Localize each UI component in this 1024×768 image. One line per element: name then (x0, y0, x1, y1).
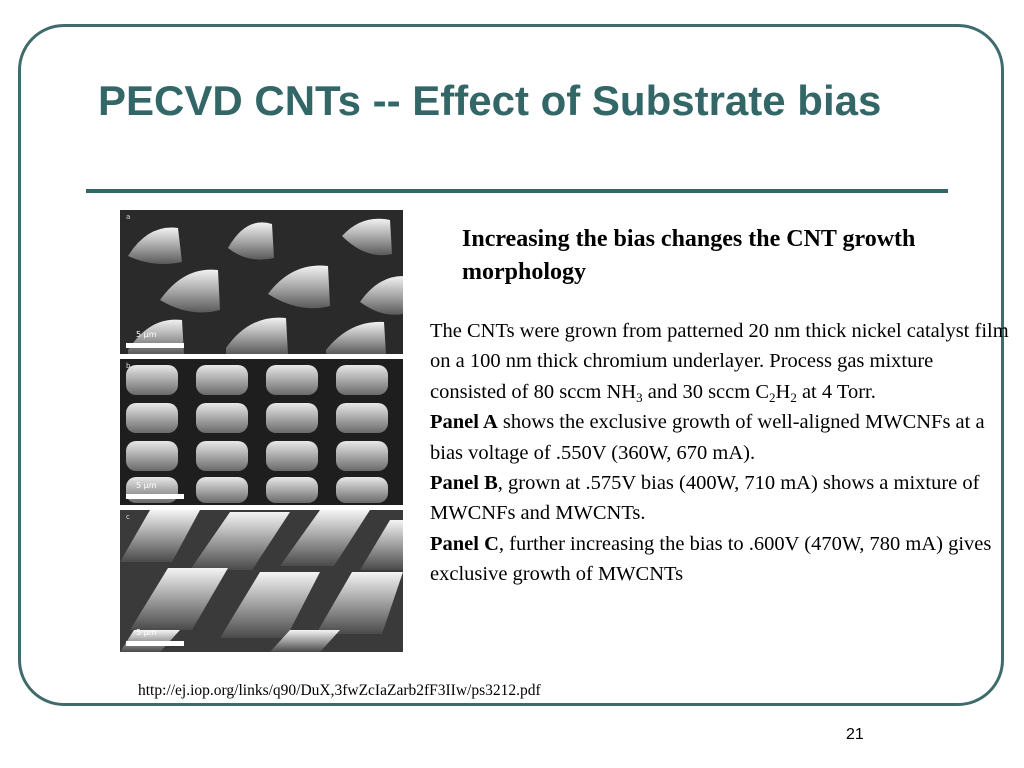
sem-panel-b-image (120, 359, 403, 505)
panel-b-label: Panel B (430, 472, 498, 495)
process-text: and 30 sccm C (642, 380, 770, 403)
panel-a-text: shows the exclusive growth of well-align… (430, 411, 985, 464)
slide-title: PECVD CNTs -- Effect of Substrate bias (98, 77, 882, 124)
scale-bar-line (126, 494, 184, 499)
subscript: 3 (636, 389, 643, 405)
scale-bar-line (126, 641, 184, 646)
scale-bar-label: 5 µm (136, 330, 157, 339)
panel-c-paragraph: Panel C, further increasing the bias to … (430, 529, 1010, 590)
title-divider (86, 189, 948, 193)
panel-c-label: Panel C (430, 532, 499, 555)
scale-bar-line (126, 343, 184, 348)
slide-frame (18, 24, 1004, 706)
subscript: 2 (769, 389, 776, 405)
panel-letter: c (126, 513, 130, 521)
scale-bar: 5 µm (126, 628, 184, 646)
sem-panel-a: a 5 µm (120, 210, 403, 354)
source-link[interactable]: http://ej.iop.org/links/q90/DuX,3fwZcIaZ… (138, 682, 541, 699)
scale-bar-label: 5 µm (136, 481, 157, 490)
scale-bar: 5 µm (126, 330, 184, 348)
process-text: H (775, 380, 791, 403)
panel-c-text: , further increasing the bias to .600V (… (430, 532, 992, 586)
sem-panel-c: c 5 µm (120, 510, 403, 652)
panel-a-label: Panel A (430, 411, 498, 434)
slide-headline: Increasing the bias changes the CNT grow… (462, 226, 916, 285)
process-text: at 4 Torr. (796, 380, 876, 403)
subscript: 2 (790, 389, 797, 405)
process-text: The CNTs were grown from patterned 20 nm… (430, 320, 1009, 403)
panel-b-paragraph: Panel B, grown at .575V bias (400W, 710 … (430, 468, 1010, 529)
panel-b-text: , grown at .575V bias (400W, 710 mA) sho… (430, 472, 980, 525)
sem-panel-b: b 5 µm (120, 359, 403, 505)
panel-a-paragraph: Panel A shows the exclusive growth of we… (430, 407, 1010, 468)
panel-letter: b (126, 362, 131, 370)
slide-body-text: The CNTs were grown from patterned 20 nm… (430, 316, 1010, 590)
process-paragraph: The CNTs were grown from patterned 20 nm… (430, 316, 1010, 407)
panel-letter: a (126, 213, 131, 221)
scale-bar: 5 µm (126, 481, 184, 499)
sem-panel-c-image (120, 510, 403, 652)
page-number: 21 (846, 726, 864, 743)
sem-micrograph-figure: a 5 µm (120, 210, 403, 652)
scale-bar-label: 5 µm (136, 628, 157, 637)
